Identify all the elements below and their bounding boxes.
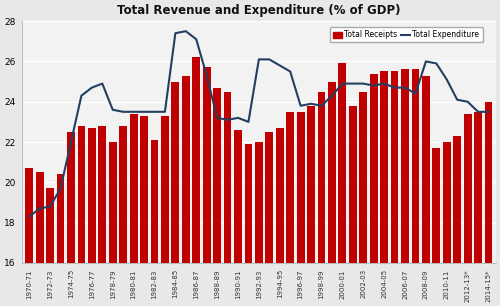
Bar [276,128,283,306]
Bar [78,126,86,306]
Bar [390,72,398,306]
Bar [120,126,127,306]
Bar [360,92,367,306]
Bar [401,69,409,306]
Bar [88,128,96,306]
Bar [213,88,221,306]
Bar [98,126,106,306]
Bar [349,106,356,306]
Bar [46,188,54,306]
Bar [224,92,232,306]
Bar [140,116,148,306]
Bar [255,142,263,306]
Bar [443,142,450,306]
Bar [203,67,210,306]
Title: Total Revenue and Expenditure (% of GDP): Total Revenue and Expenditure (% of GDP) [117,4,401,17]
Bar [266,132,273,306]
Bar [454,136,461,306]
Bar [380,72,388,306]
Bar [296,112,304,306]
Legend: Total Receipts, Total Expenditure: Total Receipts, Total Expenditure [330,27,482,43]
Bar [318,92,326,306]
Bar [307,106,315,306]
Bar [67,132,75,306]
Bar [161,116,169,306]
Bar [370,73,378,306]
Bar [26,168,33,306]
Bar [338,63,346,306]
Bar [234,130,242,306]
Bar [109,142,116,306]
Bar [328,82,336,306]
Bar [192,58,200,306]
Bar [56,174,64,306]
Bar [286,112,294,306]
Bar [244,144,252,306]
Bar [36,172,44,306]
Bar [422,76,430,306]
Bar [484,102,492,306]
Bar [412,69,420,306]
Bar [464,114,471,306]
Bar [172,82,179,306]
Bar [150,140,158,306]
Bar [432,148,440,306]
Bar [182,76,190,306]
Bar [130,114,138,306]
Bar [474,112,482,306]
